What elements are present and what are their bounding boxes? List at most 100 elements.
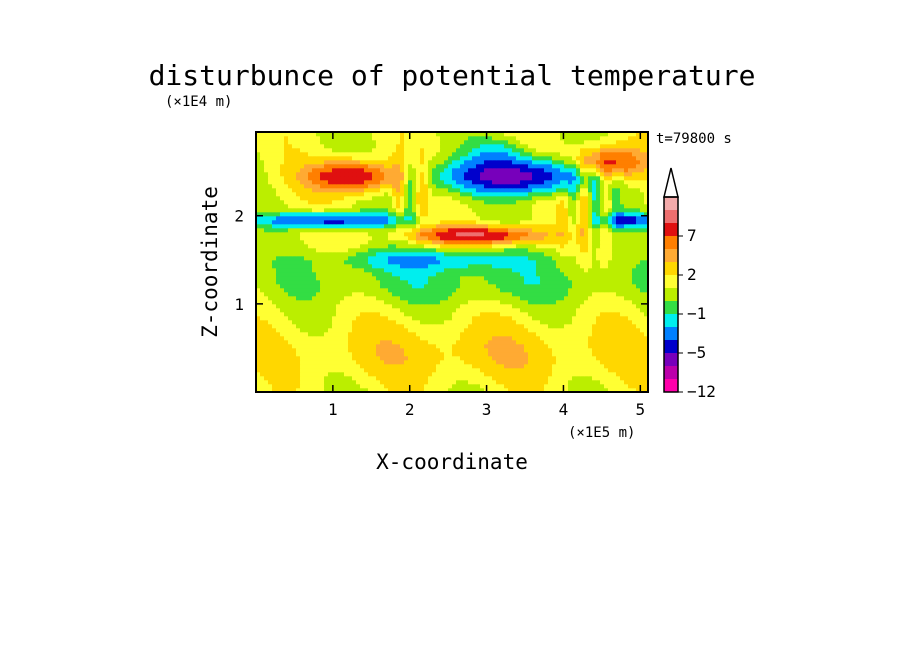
- contour-cell: [504, 352, 509, 357]
- contour-cell: [540, 304, 545, 309]
- contour-cell: [496, 376, 501, 381]
- contour-cell: [640, 224, 645, 229]
- contour-cell: [264, 212, 269, 217]
- contour-cell: [396, 332, 401, 337]
- contour-cell: [572, 384, 577, 389]
- contour-cell: [356, 296, 361, 301]
- contour-cell: [352, 352, 357, 357]
- contour-cell: [288, 380, 293, 385]
- contour-cell: [260, 216, 265, 221]
- contour-cell: [416, 352, 421, 357]
- contour-cell: [508, 280, 513, 285]
- contour-cell: [640, 244, 645, 249]
- contour-cell: [512, 388, 517, 393]
- contour-cell: [440, 348, 445, 353]
- contour-cell: [376, 224, 381, 229]
- contour-cell: [264, 236, 269, 241]
- contour-cell: [608, 288, 613, 293]
- contour-cell: [336, 212, 341, 217]
- contour-cell: [456, 276, 461, 281]
- contour-cell: [596, 320, 601, 325]
- contour-cell: [348, 352, 353, 357]
- contour-cell: [616, 260, 621, 265]
- contour-cell: [540, 204, 545, 209]
- contour-cell: [572, 372, 577, 377]
- contour-cell: [560, 296, 565, 301]
- contour-cell: [528, 340, 533, 345]
- contour-cell: [440, 276, 445, 281]
- contour-cell: [404, 244, 409, 249]
- contour-cell: [344, 364, 349, 369]
- contour-cell: [548, 380, 553, 385]
- contour-cell: [444, 192, 449, 197]
- contour-cell: [488, 272, 493, 277]
- contour-cell: [592, 364, 597, 369]
- contour-cell: [352, 252, 357, 257]
- contour-cell: [260, 196, 265, 201]
- contour-cell: [356, 224, 361, 229]
- contour-cell: [360, 384, 365, 389]
- contour-cell: [480, 308, 485, 313]
- contour-cell: [632, 364, 637, 369]
- contour-cell: [500, 288, 505, 293]
- contour-cell: [412, 292, 417, 297]
- contour-cell: [608, 280, 613, 285]
- contour-cell: [376, 264, 381, 269]
- contour-cell: [412, 232, 417, 237]
- contour-cell: [512, 212, 517, 217]
- contour-cell: [544, 220, 549, 225]
- contour-cell: [596, 372, 601, 377]
- contour-cell: [316, 216, 321, 221]
- contour-cell: [560, 388, 565, 393]
- contour-cell: [564, 384, 569, 389]
- contour-cell: [360, 236, 365, 241]
- contour-cell: [376, 316, 381, 321]
- contour-cell: [320, 280, 325, 285]
- contour-cell: [408, 216, 413, 221]
- contour-cell: [564, 244, 569, 249]
- contour-cell: [640, 376, 645, 381]
- contour-cell: [280, 236, 285, 241]
- contour-cell: [556, 372, 561, 377]
- contour-cell: [616, 388, 621, 393]
- contour-cell: [296, 244, 301, 249]
- contour-cell: [432, 336, 437, 341]
- contour-cell: [468, 260, 473, 265]
- contour-cell: [356, 260, 361, 265]
- contour-cell: [420, 248, 425, 253]
- contour-cell: [548, 204, 553, 209]
- contour-cell: [504, 288, 509, 293]
- contour-cell: [340, 276, 345, 281]
- contour-cell: [608, 372, 613, 377]
- contour-cell: [484, 376, 489, 381]
- contour-cell: [412, 312, 417, 317]
- contour-cell: [608, 360, 613, 365]
- contour-cell: [480, 352, 485, 357]
- contour-cell: [608, 244, 613, 249]
- contour-cell: [412, 304, 417, 309]
- contour-cell: [388, 336, 393, 341]
- contour-cell: [404, 316, 409, 321]
- contour-cell: [548, 300, 553, 305]
- contour-cell: [556, 228, 561, 233]
- contour-cell: [344, 324, 349, 329]
- contour-cell: [592, 220, 597, 225]
- contour-cell: [508, 332, 513, 337]
- contour-cell: [568, 304, 573, 309]
- contour-cell: [444, 252, 449, 257]
- contour-cell: [620, 336, 625, 341]
- contour-cell: [284, 204, 289, 209]
- contour-cell: [604, 328, 609, 333]
- contour-cell: [608, 208, 613, 213]
- contour-cell: [584, 260, 589, 265]
- contour-cell: [560, 272, 565, 277]
- contour-cell: [644, 332, 649, 337]
- contour-cell: [612, 356, 617, 361]
- contour-cell: [628, 372, 633, 377]
- contour-cell: [332, 308, 337, 313]
- contour-cell: [412, 260, 417, 265]
- contour-cell: [380, 364, 385, 369]
- contour-cell: [436, 352, 441, 357]
- contour-cell: [468, 212, 473, 217]
- contour-cell: [380, 352, 385, 357]
